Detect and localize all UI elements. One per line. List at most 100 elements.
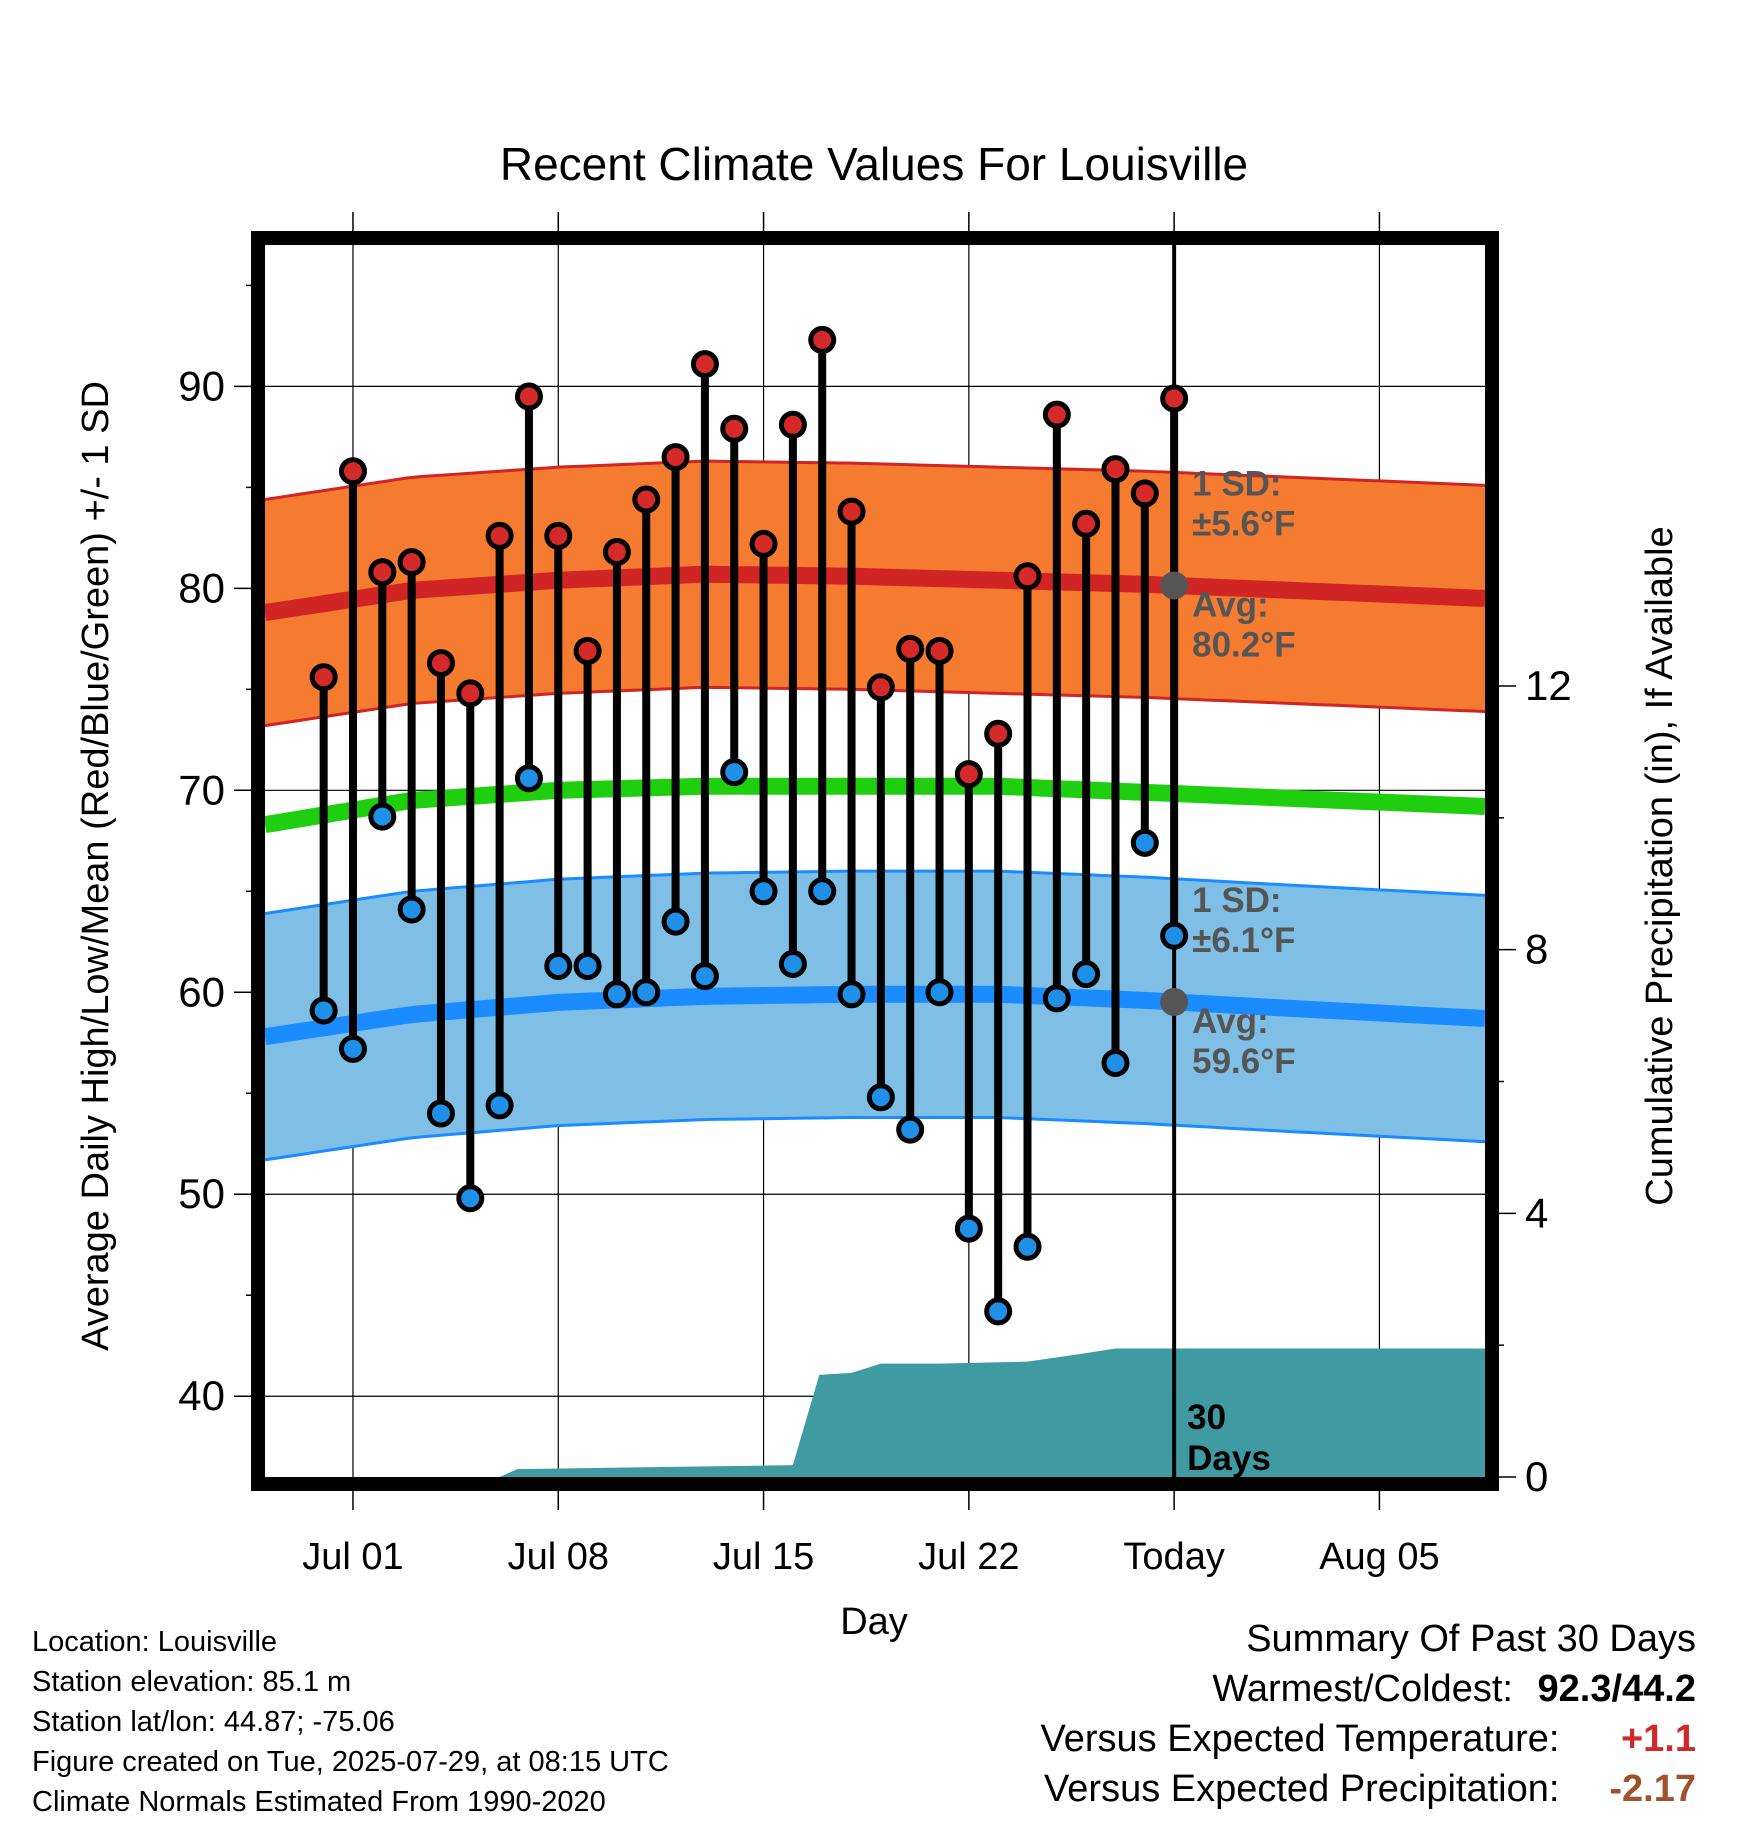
daily-high-point bbox=[954, 760, 983, 789]
y-tick-label-left: 70 bbox=[178, 766, 225, 813]
summary-panel: Summary Of Past 30 Days Warmest/Coldest:… bbox=[1041, 1614, 1696, 1814]
daily-low-point bbox=[954, 1214, 983, 1243]
daily-low-point bbox=[309, 996, 338, 1025]
daily-high-point bbox=[485, 521, 514, 550]
daily-low-point bbox=[720, 758, 749, 787]
daily-low-point bbox=[573, 952, 602, 981]
x-tick-label: Jul 08 bbox=[508, 1536, 609, 1578]
daily-low-point bbox=[397, 895, 426, 924]
summary-warm-cold-row: Warmest/Coldest: 92.3/44.2 bbox=[1041, 1664, 1696, 1714]
y-tick-label-left: 60 bbox=[178, 968, 225, 1015]
x-tick-label: Today bbox=[1123, 1536, 1224, 1578]
daily-high-point bbox=[573, 636, 602, 665]
daily-low-point bbox=[632, 978, 661, 1007]
low-avg-value: 59.6°F bbox=[1192, 1042, 1296, 1081]
daily-low-point bbox=[661, 907, 690, 936]
daily-low-point bbox=[925, 978, 954, 1007]
y-tick-label-left: 90 bbox=[178, 362, 225, 409]
high-band bbox=[265, 461, 1485, 726]
high-sd-label: 1 SD: bbox=[1192, 465, 1281, 504]
elevation-text: Station elevation: 85.1 m bbox=[32, 1666, 352, 1698]
daily-high-point bbox=[456, 679, 485, 708]
daily-high-point bbox=[925, 636, 954, 665]
precip-area bbox=[265, 1348, 1485, 1477]
daily-high-point bbox=[368, 558, 397, 587]
warm-cold-label: Warmest/Coldest: bbox=[1212, 1668, 1513, 1710]
y-axis-label-left: Average Daily High/Low/Mean (Red/Blue/Gr… bbox=[75, 381, 117, 1351]
daily-high-point bbox=[544, 521, 573, 550]
daily-low-point bbox=[514, 764, 543, 793]
low-sd-label: 1 SD: bbox=[1192, 881, 1281, 920]
plot-frame bbox=[251, 231, 1499, 1491]
daily-high-point bbox=[866, 673, 895, 702]
daily-high-point bbox=[1072, 509, 1101, 538]
x-tick-label: Jul 22 bbox=[918, 1536, 1019, 1578]
precip-window-label-2: Days bbox=[1187, 1439, 1271, 1478]
high-band-upper-edge bbox=[265, 459, 1485, 501]
daily-high-point bbox=[1160, 384, 1189, 413]
daily-high-point bbox=[397, 548, 426, 577]
y-tick-label-left: 50 bbox=[178, 1170, 225, 1217]
daily-low-point bbox=[602, 980, 631, 1009]
high-normal-line bbox=[265, 565, 1485, 621]
high-avg-label: Avg: bbox=[1192, 586, 1268, 625]
normals-text: Climate Normals Estimated From 1990-2020 bbox=[32, 1786, 606, 1818]
y-tick-label-left: 40 bbox=[178, 1372, 225, 1419]
daily-high-point bbox=[690, 350, 719, 379]
daily-high-point bbox=[778, 410, 807, 439]
precip-label: Versus Expected Precipitation: bbox=[1044, 1768, 1560, 1810]
warm-cold-value: 92.3/44.2 bbox=[1537, 1668, 1696, 1710]
daily-high-point bbox=[837, 497, 866, 526]
daily-high-point bbox=[1013, 562, 1042, 591]
y-tick-label-right: 0 bbox=[1525, 1453, 1548, 1500]
daily-low-point bbox=[1101, 1048, 1130, 1077]
latlon-text: Station lat/lon: 44.87; -75.06 bbox=[32, 1706, 395, 1738]
daily-low-point bbox=[984, 1297, 1013, 1326]
daily-high-point bbox=[309, 663, 338, 692]
daily-low-point bbox=[896, 1115, 925, 1144]
today-low-normal-marker bbox=[1160, 987, 1189, 1016]
daily-low-point bbox=[485, 1091, 514, 1120]
daily-high-point bbox=[808, 325, 837, 354]
high-avg-value: 80.2°F bbox=[1192, 626, 1296, 665]
daily-high-point bbox=[514, 382, 543, 411]
chart-title: Recent Climate Values For Louisville bbox=[500, 138, 1248, 190]
high-sd-value: ±5.6°F bbox=[1192, 505, 1295, 544]
y-tick-label-right: 12 bbox=[1525, 662, 1572, 709]
plot-interior bbox=[265, 245, 1485, 1477]
daily-high-point bbox=[720, 414, 749, 443]
daily-low-point bbox=[1072, 960, 1101, 989]
daily-low-point bbox=[1013, 1232, 1042, 1261]
daily-low-point bbox=[456, 1184, 485, 1213]
y-tick-label-right: 4 bbox=[1525, 1189, 1548, 1236]
summary-precip-row: Versus Expected Precipitation: -2.17 bbox=[1041, 1764, 1696, 1814]
y-tick-label-left: 80 bbox=[178, 564, 225, 611]
summary-temp-row: Versus Expected Temperature: +1.1 bbox=[1041, 1714, 1696, 1764]
daily-high-point bbox=[632, 485, 661, 514]
x-tick-label: Jul 15 bbox=[713, 1536, 814, 1578]
x-axis-label: Day bbox=[840, 1601, 908, 1643]
summary-heading: Summary Of Past 30 Days bbox=[1246, 1618, 1696, 1660]
daily-low-point bbox=[544, 952, 573, 981]
daily-low-point bbox=[837, 980, 866, 1009]
low-sd-value: ±6.1°F bbox=[1192, 921, 1295, 960]
daily-high-point bbox=[1130, 479, 1159, 508]
daily-high-point bbox=[602, 537, 631, 566]
daily-low-point bbox=[749, 877, 778, 906]
daily-low-point bbox=[866, 1083, 895, 1112]
precip-window-label: 30 bbox=[1187, 1398, 1226, 1437]
precip-value: -2.17 bbox=[1609, 1768, 1696, 1810]
x-tick-label: Aug 05 bbox=[1319, 1536, 1439, 1578]
daily-low-point bbox=[1160, 921, 1189, 950]
daily-low-point bbox=[338, 1034, 367, 1063]
daily-low-point bbox=[778, 950, 807, 979]
daily-high-point bbox=[1101, 455, 1130, 484]
daily-low-point bbox=[1130, 828, 1159, 857]
daily-high-point bbox=[338, 457, 367, 486]
daily-high-point bbox=[749, 529, 778, 558]
daily-low-point bbox=[808, 877, 837, 906]
daily-high-point bbox=[426, 649, 455, 678]
temp-label: Versus Expected Temperature: bbox=[1040, 1718, 1560, 1760]
